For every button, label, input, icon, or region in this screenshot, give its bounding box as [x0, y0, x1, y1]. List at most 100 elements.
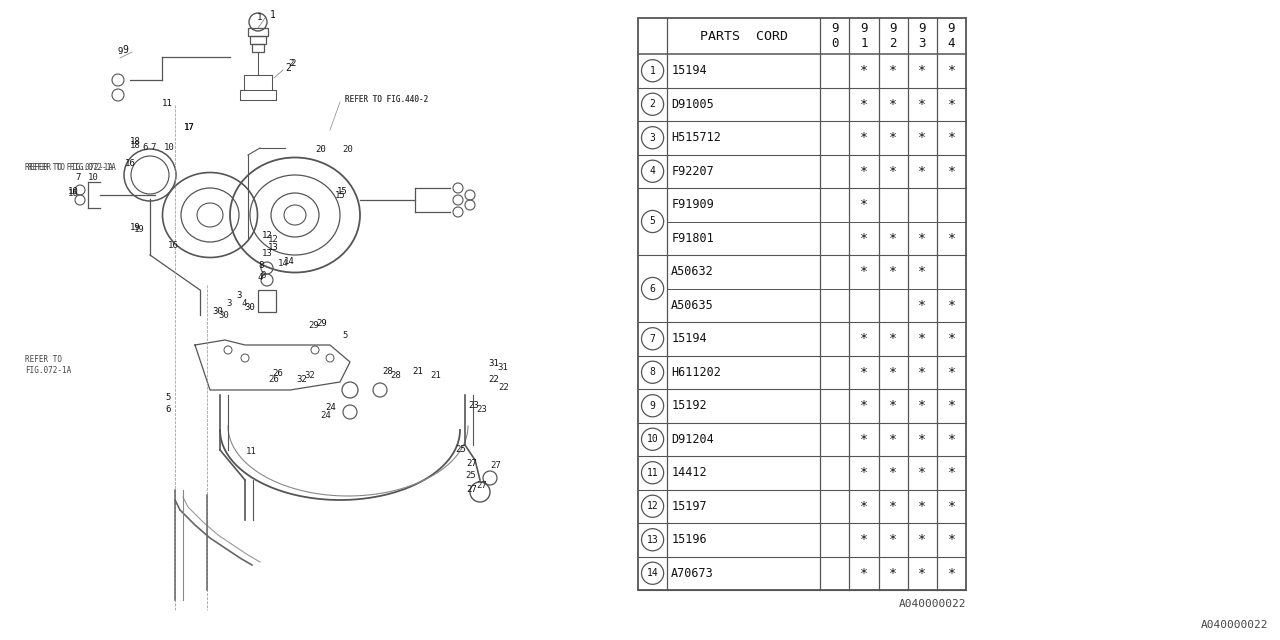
Text: 20: 20 — [315, 145, 325, 154]
Bar — [248, 28, 268, 36]
Text: 10: 10 — [88, 173, 99, 182]
Text: *: * — [947, 399, 955, 412]
Text: H611202: H611202 — [671, 365, 721, 379]
Text: 4: 4 — [259, 273, 264, 282]
Text: *: * — [890, 332, 897, 345]
Text: *: * — [860, 500, 868, 513]
Text: 28: 28 — [390, 371, 401, 380]
Text: 5: 5 — [650, 216, 655, 227]
Text: PARTS  CORD: PARTS CORD — [700, 29, 787, 42]
Text: 7: 7 — [150, 143, 155, 152]
Text: *: * — [860, 533, 868, 547]
Text: 11: 11 — [163, 99, 173, 108]
Text: 9: 9 — [890, 22, 897, 35]
Text: 15194: 15194 — [671, 332, 707, 345]
Text: 2: 2 — [285, 63, 291, 73]
Text: *: * — [947, 299, 955, 312]
Text: 21: 21 — [412, 367, 422, 376]
Text: 14: 14 — [278, 259, 289, 268]
Text: *: * — [890, 265, 897, 278]
Text: *: * — [890, 500, 897, 513]
Text: 9: 9 — [831, 22, 838, 35]
Text: 30: 30 — [244, 303, 255, 312]
Text: 10: 10 — [646, 435, 658, 444]
Text: F91909: F91909 — [671, 198, 714, 211]
Text: 2: 2 — [288, 60, 293, 68]
Text: 9: 9 — [122, 45, 128, 55]
Text: 27: 27 — [490, 461, 500, 470]
Text: 14: 14 — [284, 257, 294, 266]
Text: *: * — [860, 365, 868, 379]
Text: 16: 16 — [68, 189, 79, 198]
Text: REFER TO
FIG.072-1A: REFER TO FIG.072-1A — [26, 355, 72, 374]
Text: 8: 8 — [650, 367, 655, 377]
Text: 13: 13 — [268, 243, 279, 253]
Text: *: * — [890, 567, 897, 580]
Text: *: * — [860, 467, 868, 479]
Text: 27: 27 — [466, 460, 476, 468]
Text: 25: 25 — [454, 445, 466, 454]
Text: 30: 30 — [212, 307, 223, 317]
Text: *: * — [918, 131, 927, 144]
Text: REFER TO FIG.072-1A: REFER TO FIG.072-1A — [28, 163, 116, 173]
Text: 1: 1 — [860, 37, 868, 51]
Text: 15192: 15192 — [671, 399, 707, 412]
Text: 31: 31 — [488, 360, 499, 369]
Text: 29: 29 — [308, 321, 319, 330]
Text: D91005: D91005 — [671, 98, 714, 111]
Text: 17: 17 — [184, 122, 195, 131]
Text: 30: 30 — [218, 310, 229, 319]
Text: *: * — [947, 131, 955, 144]
Text: 1: 1 — [257, 13, 262, 22]
Text: *: * — [890, 131, 897, 144]
Text: F91801: F91801 — [671, 232, 714, 244]
Text: *: * — [860, 332, 868, 345]
Text: 10: 10 — [164, 143, 175, 152]
Bar — [637, 18, 966, 590]
Text: *: * — [918, 500, 927, 513]
Text: 19: 19 — [134, 225, 145, 234]
Text: 9: 9 — [650, 401, 655, 411]
Text: 2: 2 — [291, 60, 296, 68]
Text: 18: 18 — [131, 141, 141, 150]
Text: REFER TO FIG.440-2: REFER TO FIG.440-2 — [346, 95, 429, 104]
Text: *: * — [947, 98, 955, 111]
Text: *: * — [860, 98, 868, 111]
Text: *: * — [918, 433, 927, 445]
Text: *: * — [947, 533, 955, 547]
Text: 32: 32 — [305, 371, 315, 381]
Text: *: * — [947, 365, 955, 379]
Text: 32: 32 — [296, 376, 307, 385]
Text: 15: 15 — [337, 188, 348, 196]
Text: 4: 4 — [242, 298, 247, 307]
Text: A50632: A50632 — [671, 265, 714, 278]
Text: 11: 11 — [246, 447, 257, 456]
Text: 2: 2 — [650, 99, 655, 109]
Text: *: * — [860, 131, 868, 144]
Text: 5: 5 — [165, 394, 170, 403]
Text: 3: 3 — [227, 298, 232, 307]
Text: 14: 14 — [646, 568, 658, 579]
Text: *: * — [890, 232, 897, 244]
Text: A50635: A50635 — [671, 299, 714, 312]
Text: 9: 9 — [919, 22, 925, 35]
Bar — [250, 36, 266, 44]
Text: *: * — [860, 433, 868, 445]
Text: 15: 15 — [335, 191, 346, 200]
Text: 20: 20 — [342, 145, 353, 154]
Text: 2: 2 — [890, 37, 897, 51]
Text: 22: 22 — [488, 376, 499, 385]
Text: *: * — [860, 265, 868, 278]
Text: 21: 21 — [430, 371, 440, 380]
Text: 5: 5 — [342, 330, 347, 339]
Text: 11: 11 — [646, 468, 658, 477]
Text: *: * — [890, 98, 897, 111]
Text: 3: 3 — [919, 37, 925, 51]
Text: 26: 26 — [268, 376, 279, 385]
Text: *: * — [947, 567, 955, 580]
Text: 0: 0 — [831, 37, 838, 51]
Text: *: * — [918, 299, 927, 312]
Text: 18: 18 — [131, 138, 141, 147]
Text: *: * — [947, 64, 955, 77]
Text: *: * — [860, 232, 868, 244]
